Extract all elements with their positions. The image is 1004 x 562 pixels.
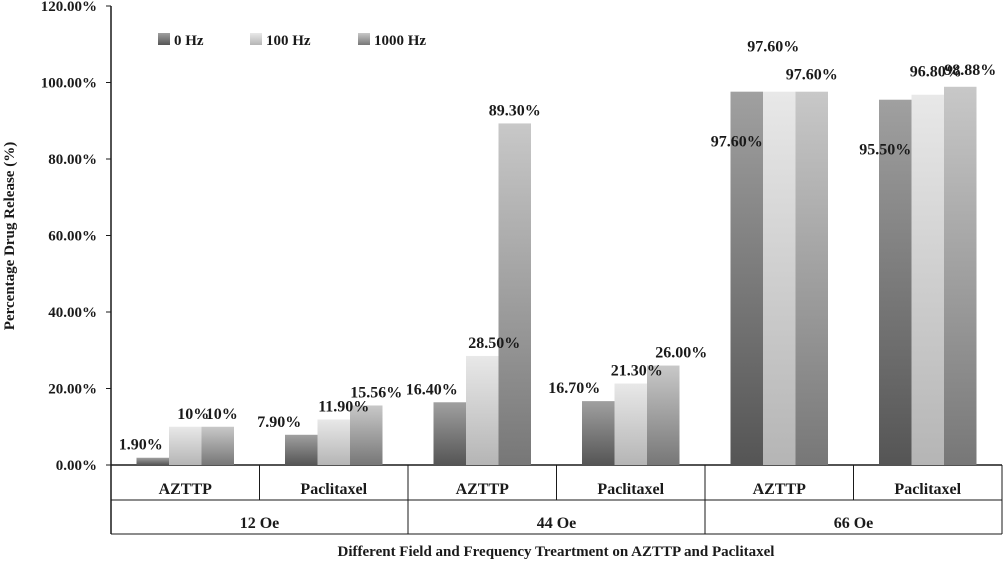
bar (136, 457, 169, 465)
data-label: 97.60% (747, 39, 799, 56)
legend-label: 0 Hz (174, 33, 204, 49)
axes (110, 6, 1002, 535)
group-label: 66 Oe (834, 515, 874, 532)
bar (614, 383, 647, 465)
bar (317, 419, 350, 465)
y-ticks: 0.00% 20.00% 40.00% 60.00% 80.00% 100.00% 120.… (41, 0, 111, 474)
bar (730, 91, 763, 466)
bar (647, 365, 680, 465)
data-label: 21.30% (611, 363, 663, 380)
category-label: AZTTP (753, 481, 807, 498)
bar (763, 91, 796, 466)
y-tick-label: 0.00% (56, 458, 97, 474)
legend-swatch (158, 33, 170, 45)
bar (498, 123, 531, 466)
data-label: 16.40% (406, 381, 458, 398)
data-label: 26.00% (655, 345, 707, 362)
data-label: 98.88% (944, 62, 996, 79)
data-label: 97.60% (711, 134, 763, 151)
legend-label: 100 Hz (266, 33, 311, 49)
y-tick-label: 40.00% (48, 305, 97, 321)
data-label: 7.90% (257, 414, 301, 431)
category-label: Paclitaxel (300, 481, 367, 498)
bars (136, 86, 977, 466)
data-label: 10% (206, 406, 238, 423)
data-label: 16.70% (548, 380, 600, 397)
group-label: 44 Oe (537, 515, 577, 532)
y-axis-title: Percentage Drug Release (%) (2, 142, 18, 330)
data-label: 11.90% (318, 398, 369, 415)
bar (466, 355, 499, 465)
category-label: Paclitaxel (597, 481, 664, 498)
legend-swatch (250, 33, 262, 45)
category-axis: AZTTP Paclitaxel AZTTP Paclitaxel AZTTP Pacli… (111, 465, 1003, 534)
data-label: 97.60% (786, 67, 838, 84)
legend-label: 1000 Hz (374, 33, 426, 49)
category-label: AZTTP (456, 481, 510, 498)
bar (911, 94, 944, 466)
x-axis-title: Different Field and Frequency Treartment… (338, 544, 775, 560)
data-label: 95.50% (859, 142, 911, 159)
y-tick-label: 80.00% (48, 152, 97, 168)
legend: 0 Hz 100 Hz 1000 Hz (158, 33, 426, 49)
data-labels: 1.90% 7.90% 16.40% 16.70% 97.60% 95.50% 10% 11.… (119, 39, 997, 454)
data-label: 89.30% (489, 102, 541, 119)
data-label: 28.50% (468, 335, 520, 352)
y-tick-label: 60.00% (48, 229, 97, 245)
bar (944, 86, 977, 465)
bar (169, 426, 202, 465)
category-label: Paclitaxel (894, 481, 961, 498)
data-label: 96.80% (910, 64, 962, 81)
data-label: 10% (177, 406, 209, 423)
y-tick-label: 20.00% (48, 382, 97, 398)
y-tick-label: 120.00% (41, 0, 97, 15)
bar (879, 99, 912, 466)
category-label: AZTTP (159, 481, 213, 498)
bar (285, 434, 318, 465)
bar (582, 401, 615, 465)
bar (350, 405, 383, 465)
bar (201, 426, 234, 465)
data-label: 1.90% (119, 437, 163, 454)
bar (433, 402, 466, 465)
legend-swatch (358, 33, 370, 45)
group-label: 12 Oe (240, 515, 280, 532)
bar (795, 91, 828, 466)
data-label: 15.56% (350, 384, 402, 401)
y-tick-label: 100.00% (41, 76, 97, 92)
